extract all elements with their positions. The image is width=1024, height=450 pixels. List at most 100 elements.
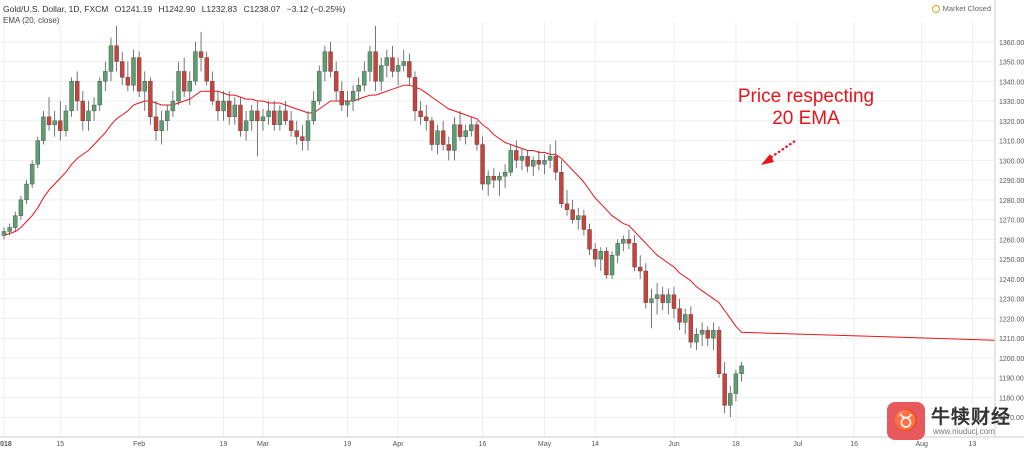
candle (525, 150, 530, 173)
candle (379, 57, 384, 92)
candle-body (311, 100, 316, 122)
candle-body (637, 266, 643, 272)
candle-body (210, 81, 215, 102)
candle (63, 105, 69, 137)
candle (395, 57, 401, 86)
candle (660, 286, 665, 311)
candle-body (649, 298, 654, 303)
candle-body (204, 57, 209, 82)
candle-body (497, 175, 502, 181)
time-tick-label: Feb (133, 441, 145, 448)
watermark-url: www.niuducj.com (933, 427, 995, 436)
market-status: Market Closed (931, 4, 991, 14)
candle-body (91, 104, 97, 112)
candle-body (317, 71, 322, 102)
candle (401, 49, 406, 72)
candle-body (193, 51, 198, 82)
candle (592, 243, 598, 268)
candle-body (592, 249, 598, 260)
candle-body (238, 104, 243, 131)
candle (221, 91, 226, 121)
symbol-title[interactable]: Gold/U.S. Dollar, 1D, FXCM (3, 4, 109, 14)
time-tick-label: 2018 (0, 441, 12, 448)
candle (103, 61, 108, 92)
candle (564, 189, 570, 216)
candle-body (243, 120, 249, 131)
time-tick-label: 13 (968, 441, 976, 448)
candle-body (384, 57, 390, 66)
candle-body (7, 227, 12, 232)
candle-body (677, 308, 682, 323)
candle-body (469, 124, 474, 131)
candle (215, 91, 221, 121)
candle-body (159, 120, 164, 131)
candle-body (24, 183, 29, 201)
candle (58, 101, 63, 141)
candle (13, 211, 18, 232)
candle (181, 57, 187, 98)
candle-body (294, 130, 299, 137)
candle (474, 120, 480, 151)
candle-body (694, 334, 699, 343)
candle-body (660, 294, 665, 303)
low-value: L1232.83 (201, 4, 238, 14)
annotation-line-2: 20 EMA (772, 108, 840, 129)
indicator-label[interactable]: EMA (20, close) (3, 16, 60, 25)
time-tick-label: 19 (220, 441, 228, 448)
candle (46, 97, 52, 131)
candle-body (474, 124, 480, 145)
candle-body (165, 110, 170, 122)
candle-body (266, 110, 271, 118)
candle (694, 328, 699, 351)
candle (491, 168, 497, 188)
candle-body (728, 393, 733, 406)
candle-body (559, 171, 564, 205)
candle-body (519, 156, 525, 161)
candle-body (632, 243, 637, 268)
candle-body (260, 116, 266, 122)
candle-body (80, 100, 86, 122)
time-tick-label: Jul (793, 441, 802, 448)
candle-body (542, 160, 547, 165)
price-tick-label: 1350.00 (999, 60, 1024, 67)
candle-body (13, 215, 18, 228)
price-tick-label: 1280.00 (999, 198, 1024, 205)
candle-body (733, 373, 739, 394)
candle (277, 105, 283, 131)
candle-body (288, 120, 294, 131)
time-tick-label: 18 (732, 441, 740, 448)
candle (131, 49, 136, 92)
time-axis[interactable]: 2018 15 Feb 19 Mar 19 Apr 16 May 14 Jun 18 Jul 16 Aug 1… (0, 436, 1024, 448)
candle-body (305, 120, 311, 141)
candle (1, 227, 7, 240)
candle-body (666, 294, 671, 303)
candle-body (547, 156, 553, 161)
candle-body (215, 100, 221, 112)
candle (198, 31, 204, 72)
candle-body (739, 365, 744, 374)
candle-body (69, 81, 74, 112)
candle-body (480, 144, 485, 185)
candle (739, 361, 744, 382)
price-axis[interactable]: 1170.00 1180.00 1190.00 1200.00 1210.00 1220.… (994, 0, 1024, 450)
candle-body (356, 85, 361, 92)
candle-body (626, 239, 632, 244)
candle-body (531, 160, 536, 167)
candle-body (435, 130, 440, 145)
candle (440, 120, 446, 151)
candle (683, 308, 688, 335)
candle (7, 223, 12, 236)
indicator-legend[interactable]: EMA (20, close) (3, 16, 59, 25)
candle-body (429, 120, 435, 145)
candle-body (226, 100, 232, 118)
candle-body (131, 57, 136, 86)
close-value: C1238.07 (243, 4, 281, 14)
candle (598, 247, 603, 271)
price-tick-label: 1260.00 (999, 237, 1024, 244)
candle (581, 209, 587, 236)
candle (125, 61, 131, 92)
candle (80, 91, 86, 131)
time-tick-label: 19 (344, 441, 352, 448)
candle-body (187, 81, 192, 92)
